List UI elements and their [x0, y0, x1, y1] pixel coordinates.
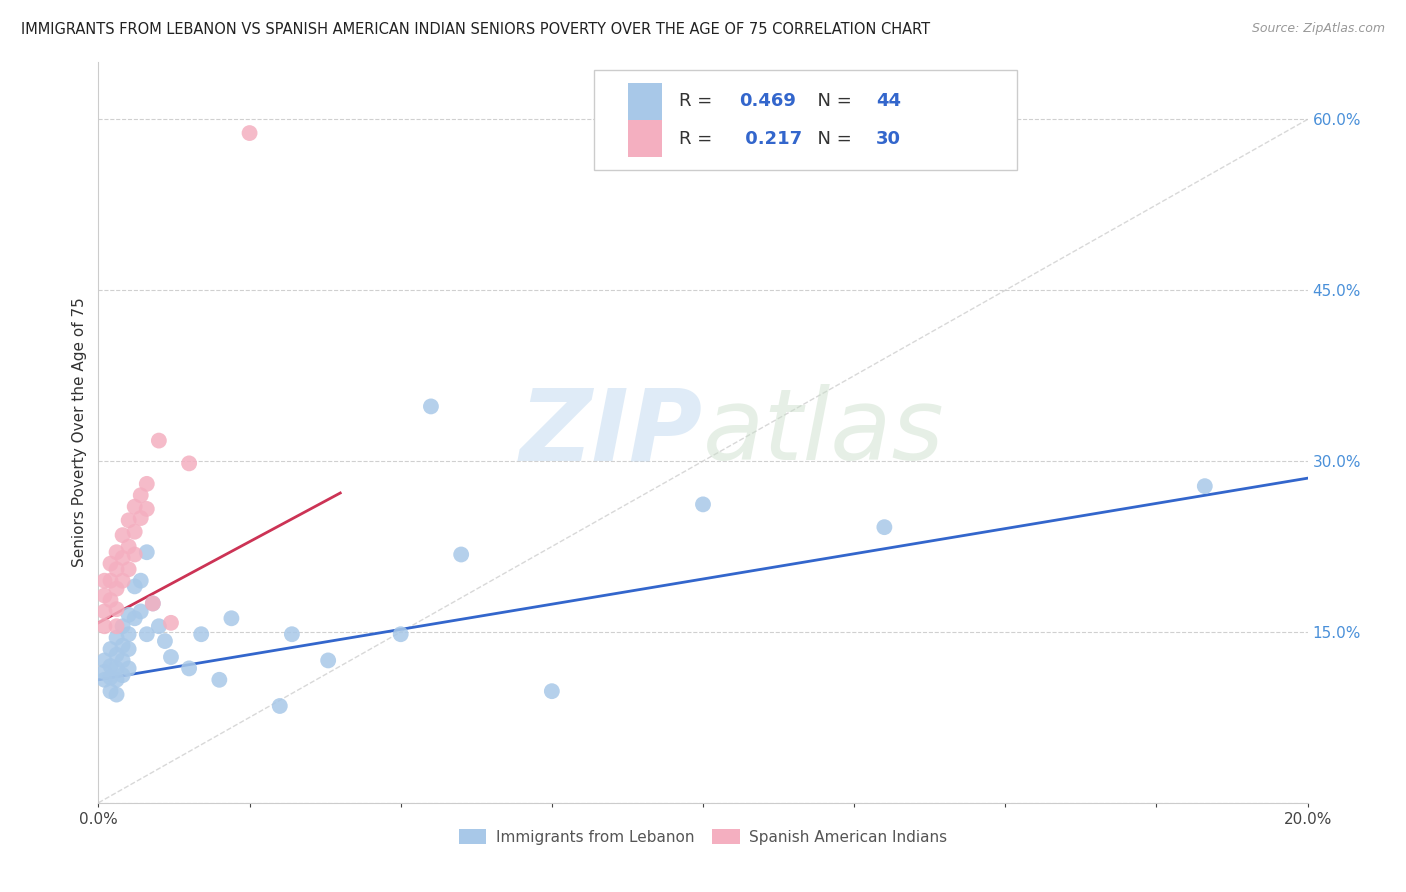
Point — [269, 698, 291, 713]
Text: R =: R = — [679, 129, 718, 147]
Point — [105, 602, 128, 616]
Point — [142, 597, 165, 611]
Point — [93, 619, 115, 633]
Point — [118, 627, 141, 641]
Point — [118, 540, 141, 554]
Text: 30: 30 — [876, 129, 901, 147]
Point — [100, 659, 122, 673]
Point — [420, 400, 443, 414]
Point — [1194, 479, 1216, 493]
Point — [148, 619, 170, 633]
Point — [100, 642, 122, 657]
Point — [111, 653, 134, 667]
Point — [93, 574, 115, 588]
Point — [129, 488, 152, 502]
Point — [111, 528, 134, 542]
Point — [118, 642, 141, 657]
Text: atlas: atlas — [703, 384, 945, 481]
Point — [389, 627, 412, 641]
Point — [450, 548, 472, 562]
Point — [135, 545, 157, 559]
Point — [105, 648, 128, 662]
Point — [105, 661, 128, 675]
FancyBboxPatch shape — [628, 83, 662, 120]
Point — [100, 593, 122, 607]
Point — [118, 562, 141, 576]
Point — [111, 574, 134, 588]
Point — [105, 545, 128, 559]
Text: N =: N = — [806, 92, 858, 110]
Point — [692, 497, 714, 511]
Point — [129, 511, 152, 525]
Point — [208, 673, 231, 687]
Point — [111, 550, 134, 565]
Point — [221, 611, 243, 625]
FancyBboxPatch shape — [628, 120, 662, 157]
Point — [100, 574, 122, 588]
Point — [316, 653, 339, 667]
Point — [105, 582, 128, 596]
Point — [160, 650, 183, 665]
Point — [179, 661, 201, 675]
Y-axis label: Seniors Poverty Over the Age of 75: Seniors Poverty Over the Age of 75 — [72, 298, 87, 567]
Point — [105, 619, 128, 633]
Point — [135, 502, 157, 516]
Point — [239, 126, 262, 140]
Point — [873, 520, 896, 534]
Point — [93, 673, 115, 687]
FancyBboxPatch shape — [595, 70, 1018, 169]
Point — [111, 639, 134, 653]
Point — [105, 631, 128, 645]
Point — [100, 684, 122, 698]
Point — [118, 607, 141, 622]
Text: 44: 44 — [876, 92, 901, 110]
Text: IMMIGRANTS FROM LEBANON VS SPANISH AMERICAN INDIAN SENIORS POVERTY OVER THE AGE : IMMIGRANTS FROM LEBANON VS SPANISH AMERI… — [21, 22, 931, 37]
Point — [540, 684, 562, 698]
Point — [111, 668, 134, 682]
Point — [105, 562, 128, 576]
Point — [118, 661, 141, 675]
Text: N =: N = — [806, 129, 858, 147]
Text: 0.469: 0.469 — [740, 92, 796, 110]
Point — [105, 673, 128, 687]
Point — [111, 619, 134, 633]
Point — [93, 589, 115, 603]
Point — [105, 688, 128, 702]
Point — [190, 627, 212, 641]
Point — [93, 665, 115, 679]
Point — [93, 653, 115, 667]
Point — [129, 604, 152, 618]
Legend: Immigrants from Lebanon, Spanish American Indians: Immigrants from Lebanon, Spanish America… — [453, 822, 953, 851]
Point — [179, 456, 201, 470]
Point — [124, 524, 146, 539]
Text: R =: R = — [679, 92, 718, 110]
Point — [160, 615, 183, 630]
Point — [100, 557, 122, 571]
Point — [281, 627, 304, 641]
Point — [129, 574, 152, 588]
Point — [124, 500, 146, 514]
Point — [153, 634, 176, 648]
Point — [135, 627, 157, 641]
Text: Source: ZipAtlas.com: Source: ZipAtlas.com — [1251, 22, 1385, 36]
Point — [124, 548, 146, 562]
Text: ZIP: ZIP — [520, 384, 703, 481]
Point — [142, 597, 165, 611]
Point — [118, 513, 141, 527]
Point — [124, 611, 146, 625]
Point — [135, 476, 157, 491]
Text: 0.217: 0.217 — [740, 129, 803, 147]
Point — [124, 579, 146, 593]
Point — [93, 604, 115, 618]
Point — [148, 434, 170, 448]
Point — [100, 671, 122, 685]
